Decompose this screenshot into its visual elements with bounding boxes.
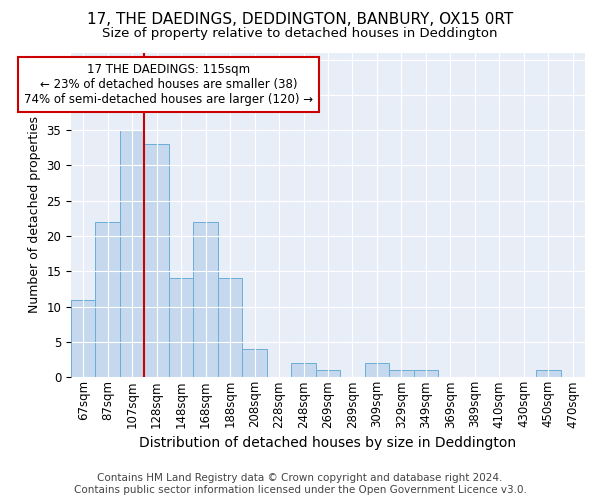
- Bar: [316, 370, 340, 378]
- Bar: [365, 363, 389, 378]
- Bar: [95, 222, 120, 378]
- Bar: [120, 130, 145, 378]
- Bar: [169, 278, 193, 378]
- Text: 17 THE DAEDINGS: 115sqm
← 23% of detached houses are smaller (38)
74% of semi-de: 17 THE DAEDINGS: 115sqm ← 23% of detache…: [25, 63, 313, 106]
- Text: Contains HM Land Registry data © Crown copyright and database right 2024.
Contai: Contains HM Land Registry data © Crown c…: [74, 474, 526, 495]
- X-axis label: Distribution of detached houses by size in Deddington: Distribution of detached houses by size …: [139, 436, 517, 450]
- Bar: [193, 222, 218, 378]
- Bar: [218, 278, 242, 378]
- Bar: [291, 363, 316, 378]
- Bar: [71, 300, 95, 378]
- Text: 17, THE DAEDINGS, DEDDINGTON, BANBURY, OX15 0RT: 17, THE DAEDINGS, DEDDINGTON, BANBURY, O…: [87, 12, 513, 28]
- Bar: [242, 349, 267, 378]
- Bar: [536, 370, 560, 378]
- Bar: [389, 370, 413, 378]
- Text: Size of property relative to detached houses in Deddington: Size of property relative to detached ho…: [102, 28, 498, 40]
- Bar: [413, 370, 438, 378]
- Y-axis label: Number of detached properties: Number of detached properties: [28, 116, 41, 314]
- Bar: [145, 144, 169, 378]
